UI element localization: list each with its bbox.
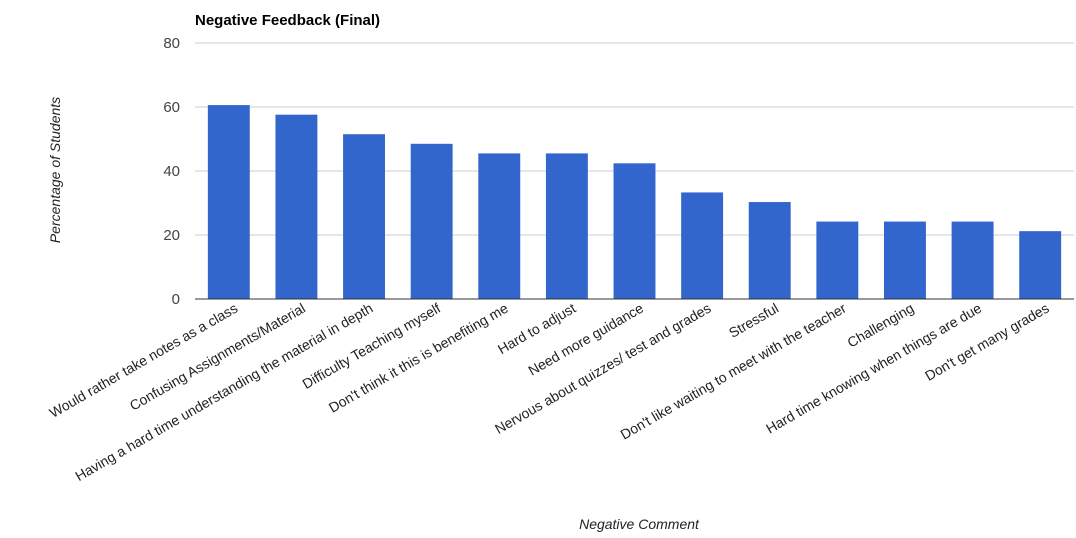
bar — [545, 153, 588, 299]
bar — [207, 105, 250, 299]
y-tick-labels: 0 20 40 60 80 — [163, 35, 180, 308]
x-tick-label: Don't get many grades — [922, 300, 1052, 384]
bar — [951, 221, 994, 299]
y-tick-label: 60 — [163, 99, 180, 116]
y-axis-label: Percentage of Students — [47, 97, 63, 243]
y-tick-label: 20 — [163, 227, 180, 244]
chart-title: Negative Feedback (Final) — [195, 12, 380, 29]
bar — [275, 114, 318, 300]
bar — [343, 134, 385, 299]
y-tick-label: 40 — [163, 163, 180, 180]
x-tick-label: Stressful — [726, 300, 781, 341]
x-tick-label: Need more guidance — [525, 300, 646, 379]
y-tick-label: 0 — [172, 291, 180, 308]
bar — [681, 192, 724, 299]
bar — [1019, 231, 1062, 299]
bars — [207, 105, 1062, 300]
bar — [613, 163, 656, 299]
x-tick-label: Having a hard time understanding the mat… — [72, 300, 375, 484]
bar — [816, 221, 859, 299]
x-category-labels: Would rather take notes as a classConfus… — [47, 300, 1052, 484]
x-tick-label: Don't like waiting to meet with the teac… — [617, 300, 849, 443]
y-tick-label: 80 — [163, 35, 180, 52]
bar — [410, 143, 453, 299]
x-axis-label: Negative Comment — [579, 516, 700, 532]
bar — [884, 221, 926, 299]
bar — [748, 202, 791, 299]
bar — [478, 153, 521, 299]
